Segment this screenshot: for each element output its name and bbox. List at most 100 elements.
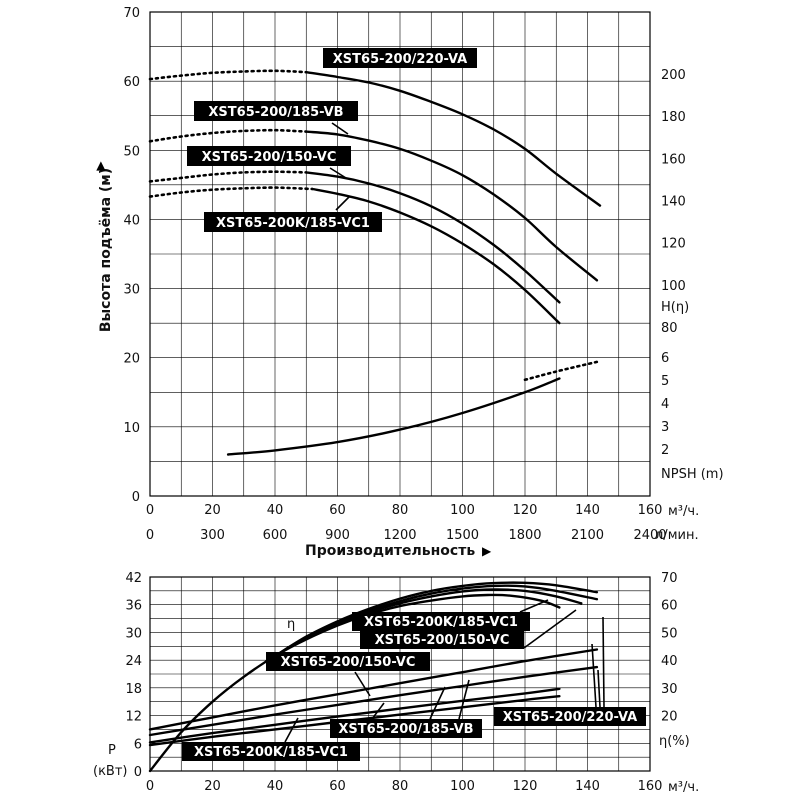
curve-xst65-200-185-vb bbox=[305, 130, 599, 282]
curve-xst65-200k-185-vc1-dotted bbox=[148, 186, 314, 198]
svg-text:XST65-200/150-VC: XST65-200/150-VC bbox=[375, 633, 510, 648]
head-x-tick: 160 bbox=[638, 503, 663, 518]
eta-right-tick: 40 bbox=[661, 654, 678, 669]
head-x-tick: 120 bbox=[513, 503, 538, 518]
svg-text:XST65-200/185-VB: XST65-200/185-VB bbox=[338, 722, 473, 737]
npsh-right-tick: 3 bbox=[661, 420, 669, 435]
svg-text:XST65-200K/185-VC1: XST65-200K/185-VC1 bbox=[364, 615, 518, 630]
power-y-label-p: P bbox=[108, 743, 116, 758]
head-y-tick: 50 bbox=[123, 144, 140, 159]
head-x2-tick: 0 bbox=[146, 528, 154, 543]
power-x-tick: 60 bbox=[329, 779, 346, 794]
svg-text:XST65-200/220-VA: XST65-200/220-VA bbox=[333, 52, 467, 67]
head-x2-unit: л/мин. bbox=[655, 528, 699, 543]
curve-xst65-200-220-va-dotted bbox=[148, 69, 308, 81]
power-y-tick: 18 bbox=[125, 682, 142, 697]
head-right-tick: 160 bbox=[661, 152, 686, 167]
head-y-tick: 30 bbox=[123, 283, 140, 298]
head-y-tick: 70 bbox=[123, 6, 140, 21]
power-y-tick: 6 bbox=[134, 737, 142, 752]
head-x-tick: 60 bbox=[329, 503, 346, 518]
svg-text:XST65-200/185-VB: XST65-200/185-VB bbox=[208, 105, 343, 120]
leader-vc bbox=[329, 167, 347, 179]
head-x2-tick: 2400 bbox=[633, 528, 666, 543]
head-chart-curves bbox=[148, 69, 602, 456]
head-right-tick: 80 bbox=[661, 321, 678, 336]
label-xst65-200-150-vc: XST65-200/150-VC bbox=[187, 146, 351, 166]
npsh-right-label: NPSH (m) bbox=[661, 467, 724, 482]
npsh-right-tick: 2 bbox=[661, 443, 669, 458]
curve-p-xst65-200-220-va bbox=[148, 648, 599, 731]
curve-xst65-200k-185-vc1 bbox=[311, 187, 561, 325]
power-chart-ticks: 0 20 40 60 80 100 120 140 160 0 6 12 18 24 30 36 42 20 30 4… bbox=[125, 571, 677, 794]
head-x-axis-title: Производительность bbox=[305, 543, 475, 559]
svg-text:XST65-200/150-VC: XST65-200/150-VC bbox=[281, 655, 416, 670]
curve-xst65-200-150-vc-dotted bbox=[148, 170, 308, 183]
npsh-right-tick: 4 bbox=[661, 397, 669, 412]
curve-p-xst65-200-150-vc bbox=[148, 687, 561, 744]
head-y-tick: 0 bbox=[132, 490, 140, 505]
power-x-tick: 120 bbox=[513, 779, 538, 794]
eta-right-tick: 60 bbox=[661, 599, 678, 614]
head-right-tick: 100 bbox=[661, 279, 686, 294]
curve-xst65-200-185-vb-dotted bbox=[148, 128, 308, 143]
head-y-axis-arrow-icon: ▶ bbox=[93, 161, 107, 171]
curve-η-xst65-200-220-va bbox=[273, 581, 599, 658]
leader-bot-va-1 bbox=[591, 643, 597, 708]
leader-bot-vb-1 bbox=[371, 702, 385, 720]
leader-bot-vc-p bbox=[354, 671, 371, 697]
label-bot-vc-p: XST65-200/150-VC bbox=[266, 652, 430, 671]
power-y-tick: 12 bbox=[125, 710, 142, 725]
leader-bot-vb-3 bbox=[458, 679, 470, 720]
head-y-tick: 60 bbox=[123, 75, 140, 90]
eta-symbol-label: η bbox=[287, 617, 295, 632]
head-right-tick: 120 bbox=[661, 237, 686, 252]
power-y-tick: 42 bbox=[125, 571, 142, 586]
head-x-tick: 20 bbox=[204, 503, 221, 518]
head-x2-tick: 1500 bbox=[446, 528, 479, 543]
head-x-tick: 0 bbox=[146, 503, 154, 518]
npsh-right-tick: 6 bbox=[661, 351, 669, 366]
leader-bot-va-2 bbox=[597, 669, 601, 708]
power-y-tick: 36 bbox=[125, 599, 142, 614]
svg-text:XST65-200/150-VC: XST65-200/150-VC bbox=[202, 150, 337, 165]
head-x2-tick: 2100 bbox=[571, 528, 604, 543]
eta-right-tick: 30 bbox=[661, 682, 678, 697]
head-x2-tick: 1800 bbox=[508, 528, 541, 543]
power-y-tick: 30 bbox=[125, 626, 142, 641]
leader-bot-vc1-p bbox=[284, 717, 299, 743]
label-xst65-200-220-va: XST65-200/220-VA bbox=[323, 48, 477, 68]
head-x2-tick: 900 bbox=[325, 528, 350, 543]
label-bot-vb: XST65-200/185-VB bbox=[330, 719, 482, 738]
label-bot-vc-eta: XST65-200/150-VC bbox=[360, 630, 524, 649]
head-y-tick: 10 bbox=[123, 421, 140, 436]
curve-p-xst65-200k-185-vc1 bbox=[148, 695, 561, 747]
head-y-tick: 40 bbox=[123, 213, 140, 228]
curve-npsh bbox=[226, 377, 561, 456]
head-chart-grid bbox=[150, 12, 650, 496]
svg-text:XST65-200K/185-VC1: XST65-200K/185-VC1 bbox=[194, 745, 348, 760]
head-x2-tick: 600 bbox=[263, 528, 288, 543]
power-x-tick: 140 bbox=[575, 779, 600, 794]
power-y-tick: 0 bbox=[134, 765, 142, 780]
leader-vc1 bbox=[335, 195, 351, 211]
label-bot-vc1-p: XST65-200K/185-VC1 bbox=[182, 742, 360, 761]
power-chart-curves bbox=[148, 581, 599, 773]
leader-vb bbox=[331, 122, 349, 135]
head-x-tick: 140 bbox=[575, 503, 600, 518]
npsh-right-tick: 5 bbox=[661, 374, 669, 389]
power-x-tick: 0 bbox=[146, 779, 154, 794]
head-y-tick: 20 bbox=[123, 352, 140, 367]
head-x-tick: 100 bbox=[450, 503, 475, 518]
eta-right-tick: 70 bbox=[661, 571, 678, 586]
svg-text:XST65-200K/185-VC1: XST65-200K/185-VC1 bbox=[216, 216, 370, 231]
head-x-tick: 80 bbox=[392, 503, 409, 518]
head-right-tick: 200 bbox=[661, 68, 686, 83]
head-chart-frame bbox=[149, 11, 651, 497]
head-x-tick: 40 bbox=[267, 503, 284, 518]
leader-bot-va-3 bbox=[602, 616, 605, 708]
label-xst65-200-185-vb: XST65-200/185-VB bbox=[194, 101, 358, 121]
head-x2-tick: 1200 bbox=[383, 528, 416, 543]
power-x-tick: 80 bbox=[392, 779, 409, 794]
